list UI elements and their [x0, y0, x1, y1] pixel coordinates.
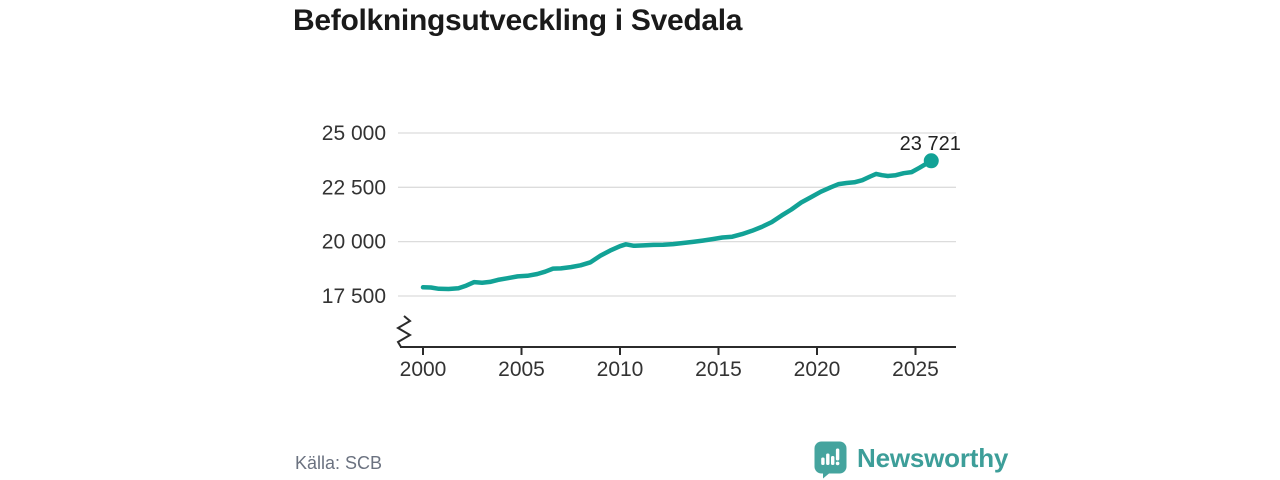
- logo-bar-1: [821, 457, 825, 465]
- logo-exclamation-dot: [835, 461, 840, 466]
- y-axis-tick-label: 22 500: [322, 176, 386, 199]
- x-axis-tick-label: 2015: [695, 358, 742, 381]
- last-value-label: 23 721: [900, 133, 961, 155]
- y-axis-tick-label: 20 000: [322, 231, 386, 254]
- source-note: Källa: SCB: [295, 453, 383, 473]
- newsworthy-speech-bubble-bar-chart-icon: [814, 441, 847, 479]
- y-axis-break-icon: [396, 315, 412, 348]
- x-axis-tick-label: 2020: [794, 358, 841, 381]
- y-axis-tick-label: 17 500: [322, 285, 386, 308]
- x-axis-tick-label: 2010: [597, 358, 644, 381]
- newsworthy-logo: Newsworthy: [814, 441, 1008, 479]
- logo-wordmark: Newsworthy: [857, 442, 1009, 473]
- x-axis-tick-label: 2005: [498, 358, 545, 381]
- x-axis-tick-label: 2025: [892, 358, 939, 381]
- x-axis-tick-label: 2000: [400, 358, 447, 381]
- logo-bar-2: [826, 453, 830, 465]
- chart-title: Befolkningsutveckling i Svedala: [293, 4, 743, 37]
- population-series-line: [420, 158, 934, 292]
- logo-bubble-tail: [823, 471, 832, 479]
- logo-bar-3: [831, 456, 835, 465]
- logo-bubble: [814, 441, 847, 474]
- last-value-point: [923, 153, 939, 169]
- y-axis-tick-label: 25 000: [322, 122, 386, 145]
- logo-exclamation-bar: [835, 448, 840, 461]
